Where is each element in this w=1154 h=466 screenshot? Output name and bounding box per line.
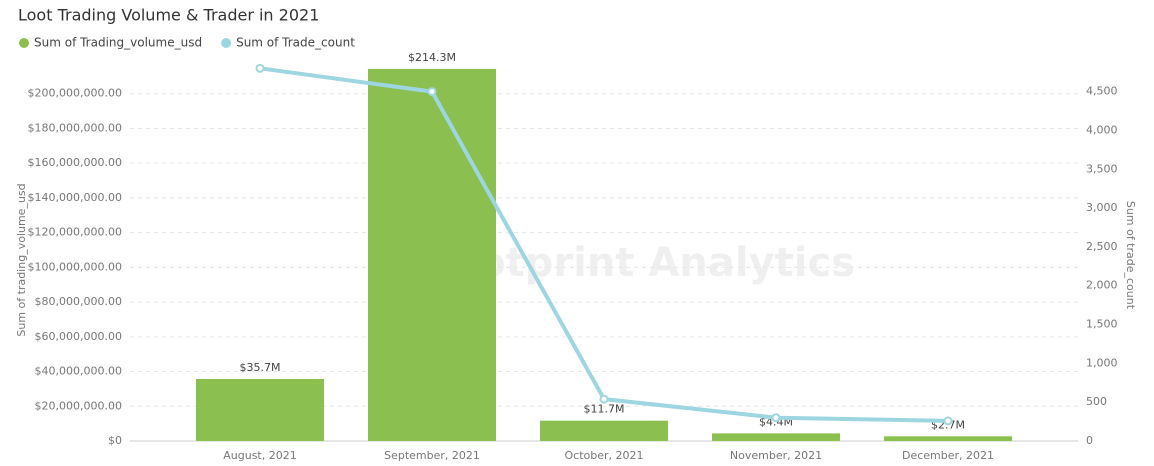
y2-tick-label: 500 (1086, 395, 1107, 408)
y-tick-label: $80,000,000.00 (35, 295, 122, 308)
y2-tick-label: 2,000 (1086, 279, 1118, 292)
data-label: $35.7M (240, 361, 281, 374)
y-tick-label: $160,000,000.00 (28, 156, 122, 169)
bar (368, 68, 496, 441)
legend-label: Sum of Trade_count (236, 36, 355, 50)
legend-swatch (19, 38, 29, 48)
line-point (943, 416, 953, 426)
bar (196, 379, 324, 441)
x-tick-label: October, 2021 (564, 449, 643, 462)
y2-tick-label: 4,500 (1086, 85, 1118, 98)
line-point (255, 63, 265, 73)
x-tick-label: November, 2021 (730, 449, 822, 462)
x-tick-label: December, 2021 (902, 449, 994, 462)
x-tick-label: September, 2021 (384, 449, 480, 462)
watermark: Footprint Analytics (425, 240, 855, 286)
y2-axis-title: Sum of trade_count (1124, 201, 1137, 310)
y2-tick-label: 4,000 (1086, 123, 1118, 136)
data-label: $11.7M (584, 403, 625, 416)
legend-label: Sum of Trading_volume_usd (34, 36, 202, 50)
y-tick-label: $120,000,000.00 (28, 226, 122, 239)
bar (540, 420, 668, 441)
y2-tick-label: 1,500 (1086, 318, 1118, 331)
y-tick-label: $100,000,000.00 (28, 260, 122, 273)
y-axis-title: Sum of trading_volume_usd (15, 183, 28, 336)
line-point (427, 87, 437, 97)
line-point (599, 394, 609, 404)
legend-swatch (221, 38, 232, 48)
y-tick-label: $20,000,000.00 (35, 399, 122, 412)
y2-tick-label: 3,000 (1086, 201, 1118, 214)
bar (884, 436, 1012, 441)
y2-tick-label: 2,500 (1086, 240, 1118, 253)
y2-tick-label: 0 (1086, 434, 1093, 447)
data-label: $214.3M (408, 51, 456, 64)
y-tick-label: $40,000,000.00 (35, 365, 122, 378)
y-tick-label: $60,000,000.00 (35, 330, 122, 343)
y-tick-label: $0 (108, 434, 122, 447)
y2-tick-label: 3,500 (1086, 162, 1118, 175)
line-point (771, 413, 781, 423)
y2-tick-label: 1,000 (1086, 356, 1118, 369)
y-tick-label: $180,000,000.00 (28, 121, 122, 134)
x-tick-label: August, 2021 (223, 449, 296, 462)
y-tick-label: $200,000,000.00 (28, 87, 122, 100)
bar (712, 433, 840, 441)
y-tick-label: $140,000,000.00 (28, 191, 122, 204)
chart-title: Loot Trading Volume & Trader in 2021 (18, 6, 319, 25)
